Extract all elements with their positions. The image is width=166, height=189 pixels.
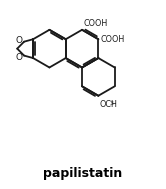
Text: OCH: OCH xyxy=(99,100,117,109)
Text: O: O xyxy=(16,53,23,62)
Text: O: O xyxy=(16,36,23,45)
Text: COOH: COOH xyxy=(83,19,108,28)
Text: papilistatin: papilistatin xyxy=(43,167,123,180)
Text: 3: 3 xyxy=(109,101,113,106)
Text: COOH: COOH xyxy=(100,35,124,44)
